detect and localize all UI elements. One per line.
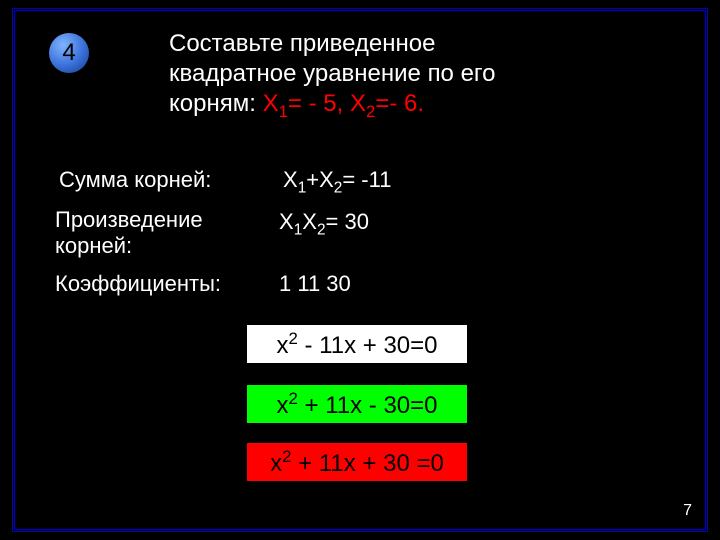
sum-label: Сумма корней:	[59, 167, 259, 193]
coef-label: Коэффициенты:	[55, 271, 255, 297]
row-product: Произведение корней: X1X2= 30	[55, 207, 369, 259]
page-number: 7	[683, 502, 692, 520]
sum-value: X1+X2= -11	[283, 167, 391, 197]
equation-option-3[interactable]: x2 + 11x + 30 =0	[247, 443, 467, 481]
row-sum: Сумма корней: X1+X2= -11	[59, 167, 391, 197]
equation-1-text: x2 - 11x + 30=0	[277, 329, 438, 360]
title-line1: Составьте приведенное	[169, 30, 435, 57]
row-coefficients: Коэффициенты: 1 11 30	[55, 271, 351, 297]
slide-title: Составьте приведенное квадратное уравнен…	[169, 29, 665, 123]
coef-value: 1 11 30	[279, 271, 351, 297]
product-label: Произведение корней:	[55, 207, 255, 259]
title-line2: квадратное уравнение по его	[169, 60, 496, 87]
equation-option-2[interactable]: x2 + 11x - 30=0	[247, 385, 467, 423]
product-value: X1X2= 30	[279, 209, 369, 239]
title-line3-prefix: корням:	[169, 90, 263, 117]
title-roots: X1= - 5, X2=- 6.	[263, 90, 424, 117]
slide-number: 4	[62, 39, 75, 67]
equation-3-text: x2 + 11x + 30 =0	[270, 447, 444, 478]
equation-2-text: x2 + 11x - 30=0	[277, 389, 438, 420]
equation-option-1[interactable]: x2 - 11x + 30=0	[247, 325, 467, 363]
slide-frame: 4 Составьте приведенное квадратное уравн…	[12, 8, 708, 532]
slide-number-badge: 4	[49, 33, 89, 73]
